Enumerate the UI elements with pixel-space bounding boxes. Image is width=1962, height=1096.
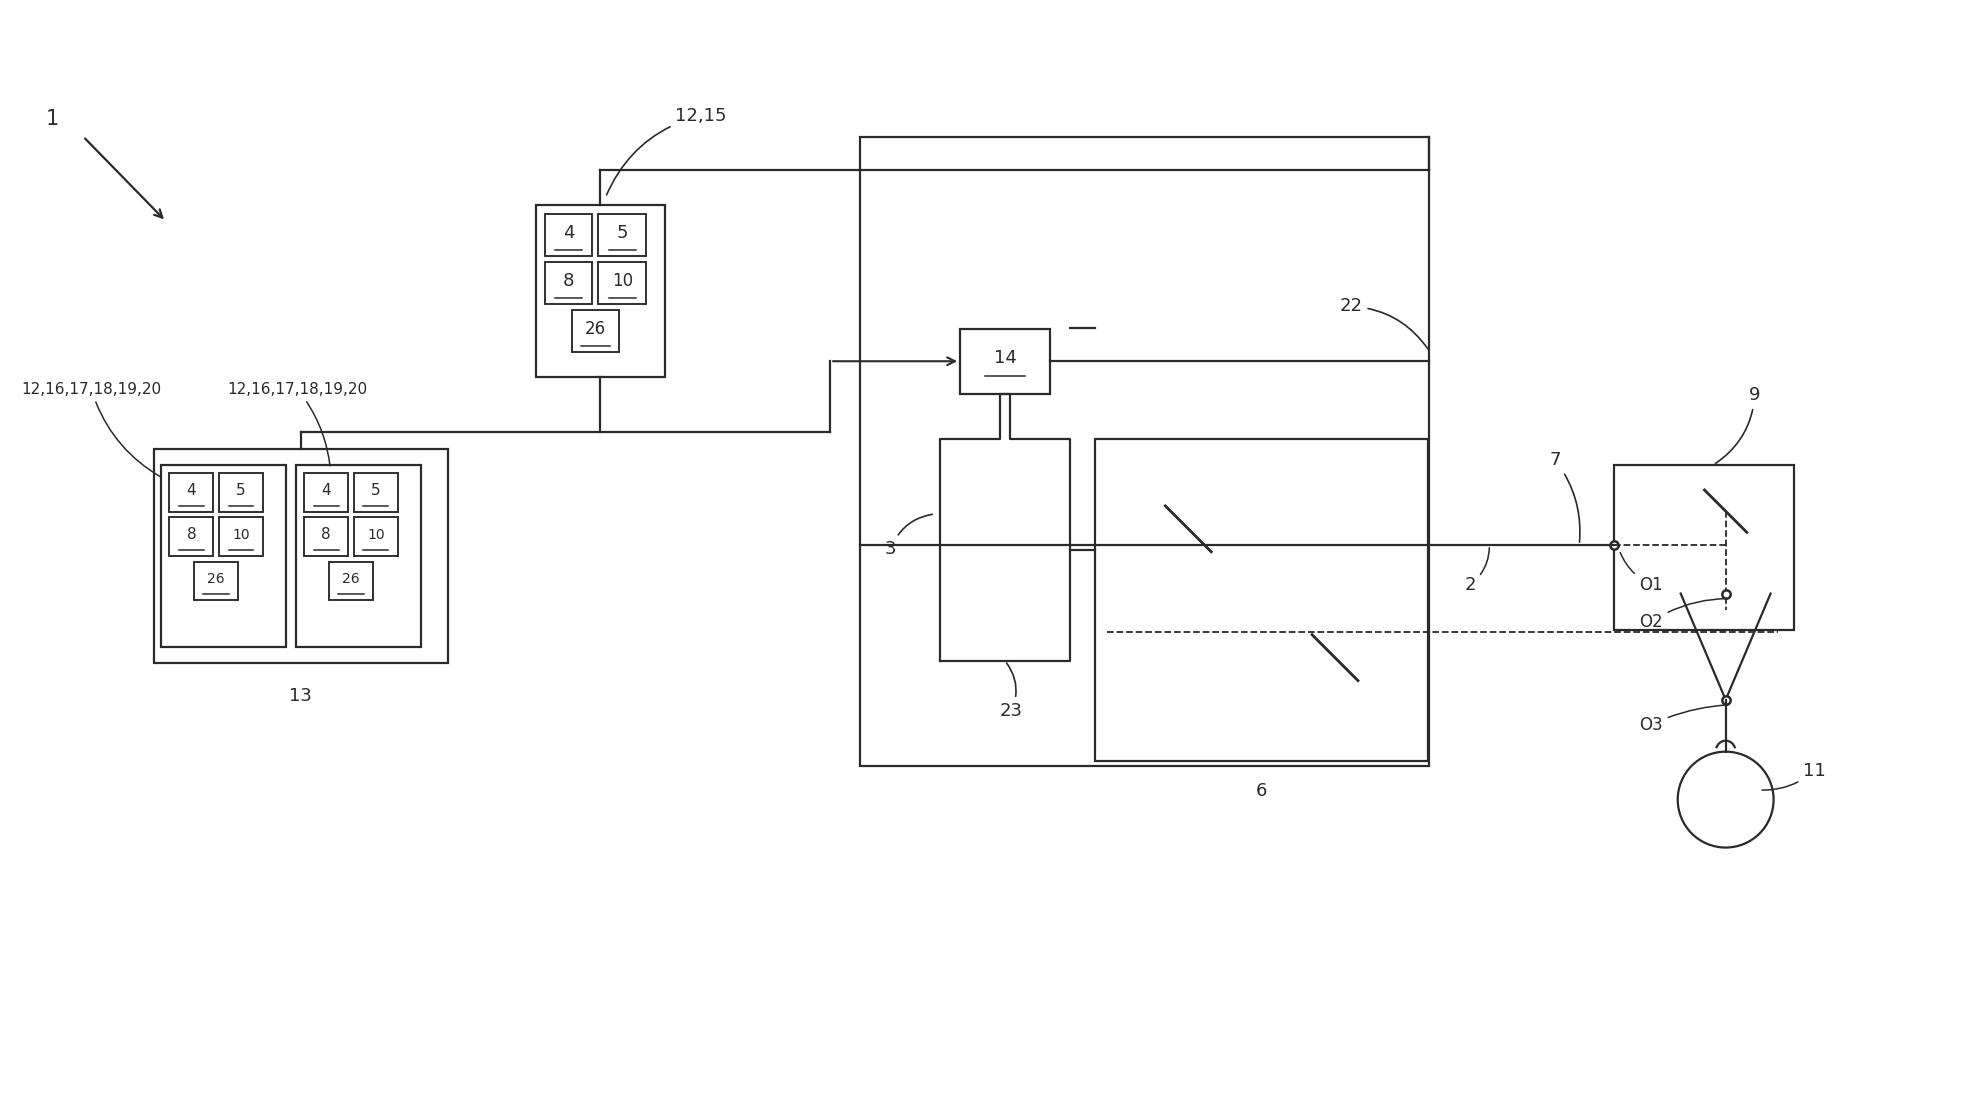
Bar <box>304 473 347 512</box>
Bar <box>169 517 214 556</box>
Text: 26: 26 <box>208 572 226 586</box>
Text: 7: 7 <box>1550 452 1579 543</box>
Bar <box>957 574 1044 639</box>
Bar <box>161 465 286 647</box>
Text: 10: 10 <box>367 528 385 541</box>
Text: O3: O3 <box>1638 705 1729 733</box>
Text: 11: 11 <box>1762 762 1827 790</box>
Bar <box>330 561 373 601</box>
Text: 9: 9 <box>1715 386 1760 464</box>
Bar <box>536 205 665 377</box>
Text: 5: 5 <box>235 483 245 499</box>
Bar <box>598 262 645 305</box>
Text: 4: 4 <box>563 225 575 242</box>
Bar <box>598 215 645 256</box>
Text: 12,15: 12,15 <box>606 106 726 195</box>
Text: 6: 6 <box>1256 781 1267 800</box>
Text: 14: 14 <box>993 350 1016 367</box>
Bar <box>353 517 398 556</box>
Bar <box>220 517 263 556</box>
Text: 8: 8 <box>186 527 196 543</box>
Bar <box>571 310 620 352</box>
Text: O1: O1 <box>1621 552 1662 594</box>
Text: 4: 4 <box>186 483 196 499</box>
Text: 10: 10 <box>612 272 634 290</box>
Text: 22: 22 <box>1340 297 1428 349</box>
Text: 5: 5 <box>616 225 628 242</box>
Text: 8: 8 <box>322 527 332 543</box>
Bar <box>153 448 447 663</box>
Text: 13: 13 <box>290 687 312 706</box>
Text: 3: 3 <box>885 514 932 558</box>
Bar <box>220 473 263 512</box>
Text: 4: 4 <box>322 483 332 499</box>
Text: 10: 10 <box>232 528 249 541</box>
Bar <box>1095 438 1428 761</box>
Text: 5: 5 <box>371 483 381 499</box>
Text: O2: O2 <box>1638 598 1729 631</box>
Text: 12,16,17,18,19,20: 12,16,17,18,19,20 <box>22 381 161 477</box>
Bar <box>1107 450 1417 749</box>
Text: 26: 26 <box>585 320 606 339</box>
Text: 26: 26 <box>341 572 359 586</box>
Bar <box>296 465 420 647</box>
Text: 1: 1 <box>47 109 59 128</box>
Bar <box>194 561 237 601</box>
Bar <box>1615 465 1793 630</box>
Bar <box>353 473 398 512</box>
Bar <box>545 215 593 256</box>
Bar <box>545 262 593 305</box>
Bar <box>169 473 214 512</box>
Text: 2: 2 <box>1464 548 1489 594</box>
Bar <box>304 517 347 556</box>
Text: 8: 8 <box>563 272 575 290</box>
Bar <box>959 329 1050 393</box>
Text: 12,16,17,18,19,20: 12,16,17,18,19,20 <box>228 381 367 466</box>
Bar <box>859 137 1430 766</box>
Text: 23: 23 <box>1001 663 1022 720</box>
Ellipse shape <box>1687 583 1764 605</box>
